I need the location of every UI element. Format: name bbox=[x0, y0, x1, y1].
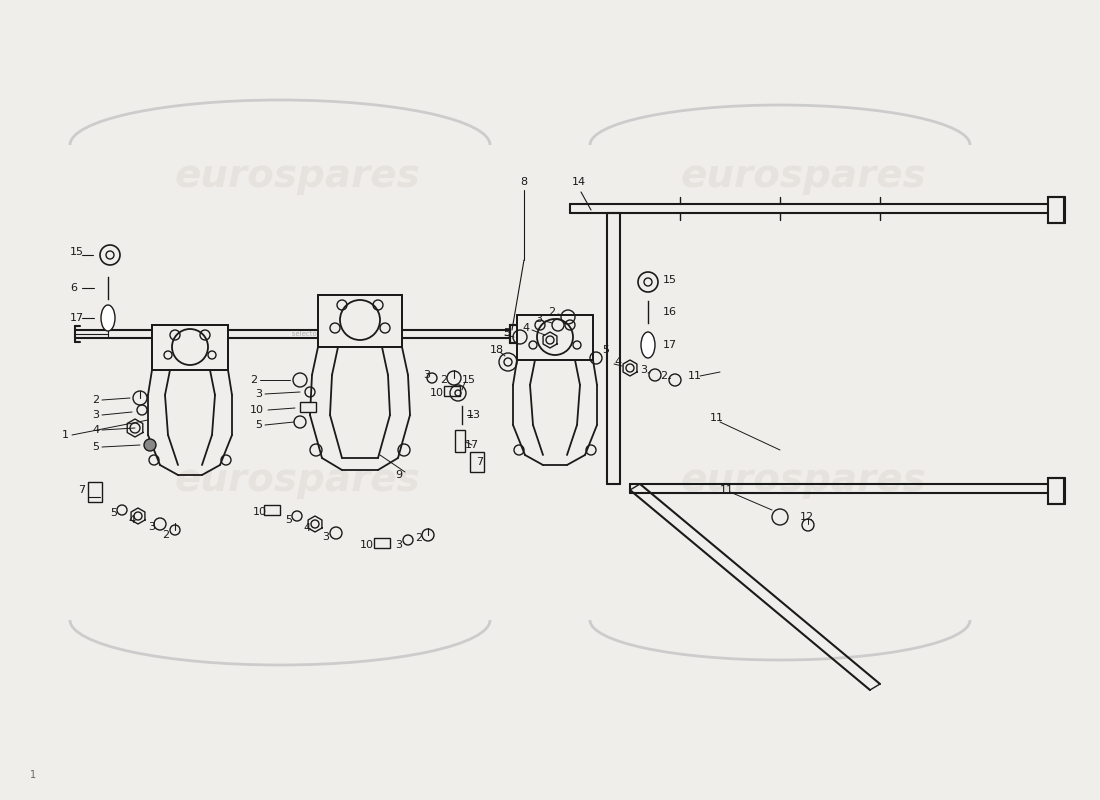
Text: 3: 3 bbox=[148, 522, 155, 532]
Text: 3: 3 bbox=[92, 410, 99, 420]
Text: 1: 1 bbox=[62, 430, 69, 440]
Text: 12: 12 bbox=[800, 512, 814, 522]
Text: 10: 10 bbox=[360, 540, 374, 550]
Text: 17: 17 bbox=[70, 313, 84, 323]
Text: 15: 15 bbox=[663, 275, 676, 285]
Text: 4: 4 bbox=[302, 523, 310, 533]
Text: 9: 9 bbox=[395, 470, 403, 480]
Text: eurospares: eurospares bbox=[174, 461, 420, 499]
Text: 8: 8 bbox=[520, 177, 527, 187]
Bar bbox=[264, 505, 280, 515]
Text: 2: 2 bbox=[660, 371, 667, 381]
Text: 15: 15 bbox=[462, 375, 476, 385]
Text: 2: 2 bbox=[92, 395, 99, 405]
Bar bbox=[318, 295, 402, 347]
Text: 14: 14 bbox=[572, 177, 586, 187]
Text: 6: 6 bbox=[70, 283, 77, 293]
Text: 2: 2 bbox=[250, 375, 257, 385]
Bar bbox=[510, 325, 532, 343]
Bar bbox=[1048, 478, 1064, 504]
Text: 5: 5 bbox=[92, 442, 99, 452]
Bar bbox=[517, 315, 593, 360]
Text: 2: 2 bbox=[162, 530, 169, 540]
Text: eurospares: eurospares bbox=[174, 157, 420, 195]
Text: 17: 17 bbox=[465, 440, 480, 450]
Text: 15: 15 bbox=[70, 247, 84, 257]
Text: 3: 3 bbox=[535, 314, 542, 324]
Text: 5: 5 bbox=[110, 508, 117, 518]
Text: eurospares: eurospares bbox=[680, 157, 926, 195]
Text: 11: 11 bbox=[710, 413, 724, 423]
Text: 16: 16 bbox=[663, 307, 676, 317]
Text: 2: 2 bbox=[415, 533, 422, 543]
Text: selector rod: selector rod bbox=[267, 331, 333, 337]
Bar bbox=[300, 402, 316, 412]
Bar bbox=[152, 325, 228, 370]
Text: eurospares: eurospares bbox=[680, 461, 926, 499]
Text: 3: 3 bbox=[640, 365, 647, 375]
Text: 3: 3 bbox=[424, 370, 430, 380]
Text: 10: 10 bbox=[250, 405, 264, 415]
Text: 1: 1 bbox=[30, 770, 36, 780]
Text: 3: 3 bbox=[395, 540, 402, 550]
Text: 3: 3 bbox=[322, 532, 329, 542]
Text: 10: 10 bbox=[430, 388, 444, 398]
Text: 2: 2 bbox=[440, 375, 447, 385]
Bar bbox=[444, 386, 460, 396]
Bar bbox=[470, 452, 484, 472]
Circle shape bbox=[144, 439, 156, 451]
Bar bbox=[88, 482, 102, 502]
Text: 10: 10 bbox=[253, 507, 267, 517]
Text: 18: 18 bbox=[490, 345, 504, 355]
Text: 7: 7 bbox=[476, 457, 483, 467]
Ellipse shape bbox=[641, 332, 654, 358]
Text: 4: 4 bbox=[92, 425, 99, 435]
Bar bbox=[455, 430, 465, 452]
Text: 7: 7 bbox=[78, 485, 85, 495]
Text: 4: 4 bbox=[614, 357, 622, 367]
Text: 13: 13 bbox=[468, 410, 481, 420]
Text: 5: 5 bbox=[255, 420, 262, 430]
Text: 4: 4 bbox=[128, 515, 135, 525]
Text: 3: 3 bbox=[255, 389, 262, 399]
Text: 11: 11 bbox=[720, 485, 734, 495]
Text: 4: 4 bbox=[522, 323, 529, 333]
Text: 11: 11 bbox=[688, 371, 702, 381]
Text: 5: 5 bbox=[285, 515, 292, 525]
Ellipse shape bbox=[101, 305, 116, 331]
Text: 5: 5 bbox=[503, 328, 510, 338]
Bar bbox=[1048, 197, 1064, 223]
Text: 5: 5 bbox=[602, 345, 609, 355]
Bar bbox=[374, 538, 390, 548]
Text: 17: 17 bbox=[663, 340, 678, 350]
Text: 2: 2 bbox=[548, 307, 556, 317]
